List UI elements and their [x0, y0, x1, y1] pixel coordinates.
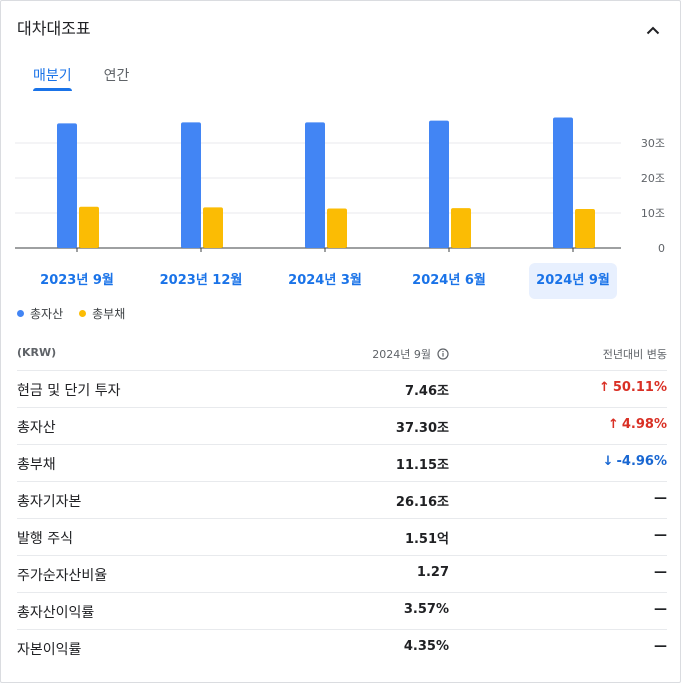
row-value: 3.57%: [403, 602, 449, 617]
row-change-value: —: [654, 639, 667, 654]
period-header: 2024년 9월: [372, 346, 449, 362]
arrow-up-icon: ↑: [598, 380, 610, 395]
bar-total-liabilities[interactable]: [79, 206, 99, 248]
chart-legend: 총자산 총부채: [17, 305, 141, 322]
period-button[interactable]: 2023년 12월: [159, 273, 243, 288]
bar-total-assets[interactable]: [553, 117, 573, 248]
bar-total-assets[interactable]: [305, 122, 325, 248]
row-change: —: [654, 639, 667, 654]
table-row: 발행 주식 1.51억 —: [17, 519, 667, 556]
row-change-value: —: [654, 565, 667, 580]
legend-item-assets: 총자산: [17, 305, 63, 322]
period-button[interactable]: 2024년 3월: [288, 273, 362, 288]
row-label: 발행 주식: [17, 531, 73, 547]
row-label: 자본이익률: [17, 642, 82, 658]
row-label: 총자산: [17, 420, 56, 436]
table-header: (KRW) 2024년 9월 전년대비 변동: [17, 335, 667, 371]
row-value: 11.15조: [395, 458, 449, 473]
row-change: ↓ -4.96%: [603, 454, 667, 469]
legend-item-liabilities: 총부채: [79, 305, 125, 322]
row-change: ↑ 4.98%: [608, 417, 667, 432]
row-change: —: [654, 565, 667, 580]
bar-total-assets[interactable]: [429, 120, 449, 248]
row-label: 총자산이익률: [17, 605, 95, 621]
row-change-value: —: [654, 602, 667, 617]
table-row: 총자기자본 26.16조 —: [17, 482, 667, 519]
bar-total-liabilities[interactable]: [451, 208, 471, 248]
period-tabs: 매분기 연간: [17, 59, 145, 93]
table-row: 주가순자산비율 1.27 —: [17, 556, 667, 593]
change-header: 전년대비 변동: [602, 348, 667, 361]
y-tick-label: 30조: [641, 137, 665, 150]
tab-annual[interactable]: 연간: [103, 68, 130, 84]
table-body: 현금 및 단기 투자 7.46조 ↑ 50.11% 총자산 37.30조 ↑ 4.98% 총부채…: [17, 371, 667, 667]
y-tick-label: 10조: [641, 207, 665, 220]
table-row: 총자산이익률 3.57% —: [17, 593, 667, 630]
row-label: 주가순자산비율: [17, 568, 108, 584]
period-selector: 2023년 9월 2023년 12월 2024년 3월 2024년 6월 2024년 9…: [15, 263, 635, 299]
row-change: —: [654, 528, 667, 543]
currency-header: (KRW): [17, 346, 57, 359]
row-change: —: [654, 491, 667, 506]
row-change-value: 50.11%: [612, 380, 667, 395]
legend-dot-assets: [17, 310, 24, 317]
row-value: 1.27: [416, 565, 449, 580]
bar-total-liabilities[interactable]: [327, 208, 347, 248]
balance-bar-chart: 0 10조 20조 30조: [15, 117, 665, 255]
table-row: 총자산 37.30조 ↑ 4.98%: [17, 408, 667, 445]
balance-table: (KRW) 2024년 9월 전년대비 변동 현금 및 단기 투자 7.46조 ↑ 5…: [17, 335, 667, 667]
row-change-value: 4.98%: [621, 417, 667, 432]
row-change-value: —: [654, 528, 667, 543]
bar-total-assets[interactable]: [57, 123, 77, 248]
row-change: ↑ 50.11%: [599, 380, 667, 395]
chevron-up-icon[interactable]: [642, 19, 664, 41]
table-row: 현금 및 단기 투자 7.46조 ↑ 50.11%: [17, 371, 667, 408]
row-value: 37.30조: [395, 421, 449, 436]
arrow-up-icon: ↑: [607, 417, 619, 432]
bar-total-assets[interactable]: [181, 122, 201, 248]
row-value: 26.16조: [395, 495, 449, 510]
legend-label-assets: 총자산: [30, 307, 64, 321]
legend-label-liabilities: 총부채: [92, 307, 126, 321]
row-label: 현금 및 단기 투자: [17, 383, 121, 399]
card-header[interactable]: 대차대조표: [17, 15, 664, 45]
row-label: 총자기자본: [17, 494, 82, 510]
row-label: 총부채: [17, 457, 56, 473]
y-tick-label: 0: [658, 242, 665, 255]
bar-total-liabilities[interactable]: [575, 208, 595, 248]
row-change: —: [654, 602, 667, 617]
row-value: 4.35%: [403, 639, 449, 654]
period-button[interactable]: 2024년 9월: [529, 263, 617, 299]
period-button[interactable]: 2024년 6월: [412, 273, 486, 288]
row-value: 1.51억: [404, 532, 449, 547]
row-value: 7.46조: [404, 384, 449, 399]
legend-dot-liabilities: [79, 310, 87, 317]
period-header-label: 2024년 9월: [372, 348, 431, 361]
row-change-value: -4.96%: [616, 454, 668, 469]
info-icon[interactable]: [437, 348, 449, 360]
y-tick-label: 20조: [641, 172, 665, 185]
card-title: 대차대조표: [17, 19, 91, 38]
tab-quarterly[interactable]: 매분기: [17, 59, 88, 91]
arrow-down-icon: ↓: [602, 454, 614, 469]
table-row: 총부채 11.15조 ↓ -4.96%: [17, 445, 667, 482]
period-button[interactable]: 2023년 9월: [40, 273, 114, 288]
bar-total-liabilities[interactable]: [203, 207, 223, 248]
table-row: 자본이익률 4.35% —: [17, 630, 667, 667]
row-change-value: —: [654, 491, 667, 506]
